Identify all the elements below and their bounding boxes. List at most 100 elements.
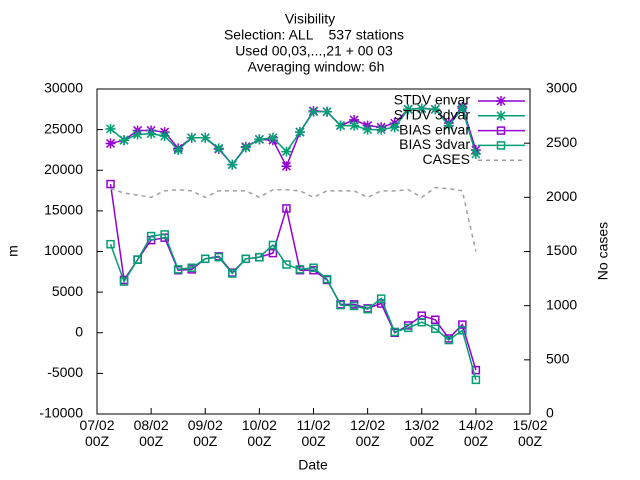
marker [241, 254, 251, 264]
marker [349, 301, 359, 311]
marker [214, 252, 224, 262]
legend-marker [496, 126, 506, 135]
legend-label: CASES [423, 151, 470, 167]
marker [268, 240, 278, 250]
marker [322, 274, 332, 284]
marker [132, 129, 143, 140]
marker [200, 132, 211, 143]
marker [416, 103, 427, 114]
chart-title: Averaging window: 6h [248, 59, 385, 75]
marker [267, 132, 278, 143]
marker [308, 106, 319, 117]
series-line [110, 106, 477, 166]
marker [363, 304, 372, 314]
legend-marker [496, 141, 506, 150]
marker [471, 365, 481, 375]
marker [146, 128, 157, 139]
marker [173, 144, 184, 155]
y-tick-label: -10000 [39, 405, 83, 421]
y2-axis-label: No cases [595, 222, 611, 280]
marker [106, 179, 115, 189]
marker [268, 248, 278, 258]
marker [105, 123, 116, 134]
x-tick-label: 09/02 00Z [188, 417, 223, 449]
y-tick-label: 20000 [44, 161, 83, 177]
marker [294, 127, 305, 138]
marker [227, 159, 238, 170]
x-axis-label: Date [298, 457, 328, 473]
legend-marker [496, 96, 506, 106]
y2-tick-label: 500 [546, 351, 570, 367]
marker [282, 204, 291, 213]
y2-tick-label: 2000 [546, 188, 577, 204]
marker [471, 375, 481, 385]
legend-marker [496, 110, 506, 121]
x-tick-label: 10/02 00Z [242, 417, 277, 449]
marker [403, 104, 414, 115]
legend-label: BIAS envar [399, 121, 470, 137]
marker [255, 252, 264, 262]
marker [430, 104, 441, 115]
marker [159, 131, 170, 142]
legend-label: STDV 3dvar [394, 107, 471, 123]
marker [322, 106, 333, 117]
marker [403, 323, 413, 333]
x-tick-label: 07/02 00Z [79, 417, 114, 449]
marker [282, 260, 291, 269]
y2-tick-label: 1000 [546, 296, 577, 312]
marker [443, 120, 454, 131]
legend-label: BIAS 3dvar [399, 136, 470, 152]
y-tick-label: 10000 [44, 242, 83, 258]
marker [281, 146, 292, 157]
marker [133, 255, 142, 264]
y2-tick-label: 2500 [546, 134, 577, 150]
marker [119, 277, 129, 286]
marker [349, 114, 360, 125]
marker [362, 124, 373, 135]
chart-title: Visibility [285, 11, 335, 27]
y-tick-label: 0 [75, 323, 83, 339]
marker [431, 315, 440, 324]
marker [458, 326, 467, 335]
chart-title: Selection: ALL 537 stations [224, 27, 404, 43]
x-tick-label: 15/02 00Z [512, 417, 547, 449]
marker [458, 320, 467, 329]
chart-title: Used 00,03,...,21 + 00 03 [235, 43, 393, 59]
marker [457, 103, 468, 114]
x-tick-label: 12/02 00Z [350, 417, 385, 449]
marker [213, 143, 224, 154]
marker [309, 263, 318, 272]
marker [295, 265, 305, 274]
series-line [109, 183, 477, 371]
marker [240, 142, 251, 153]
marker [444, 335, 454, 345]
marker [201, 254, 210, 264]
y-tick-label: 5000 [52, 283, 83, 299]
marker [349, 120, 360, 131]
marker [281, 161, 292, 172]
x-tick-label: 14/02 00Z [458, 417, 493, 449]
y-tick-label: 15000 [44, 202, 83, 218]
y-tick-label: -5000 [47, 364, 83, 380]
marker [470, 149, 481, 159]
marker [335, 120, 346, 131]
marker [173, 265, 183, 274]
x-tick-label: 11/02 00Z [297, 417, 331, 449]
x-tick-label: 08/02 00Z [134, 417, 169, 449]
marker [254, 134, 265, 145]
marker [160, 230, 169, 239]
marker [376, 294, 386, 303]
marker [146, 231, 156, 241]
marker [417, 317, 426, 327]
y-tick-label: 25000 [44, 120, 83, 136]
y2-tick-label: 3000 [546, 80, 577, 96]
marker [187, 263, 196, 272]
marker [390, 327, 399, 337]
marker [376, 124, 387, 135]
y2-tick-label: 1500 [546, 242, 577, 258]
legend-label: STDV envar [394, 92, 471, 108]
series-line [110, 186, 477, 252]
y2-tick-label: 0 [546, 405, 554, 421]
y-axis-label: m [5, 245, 21, 257]
